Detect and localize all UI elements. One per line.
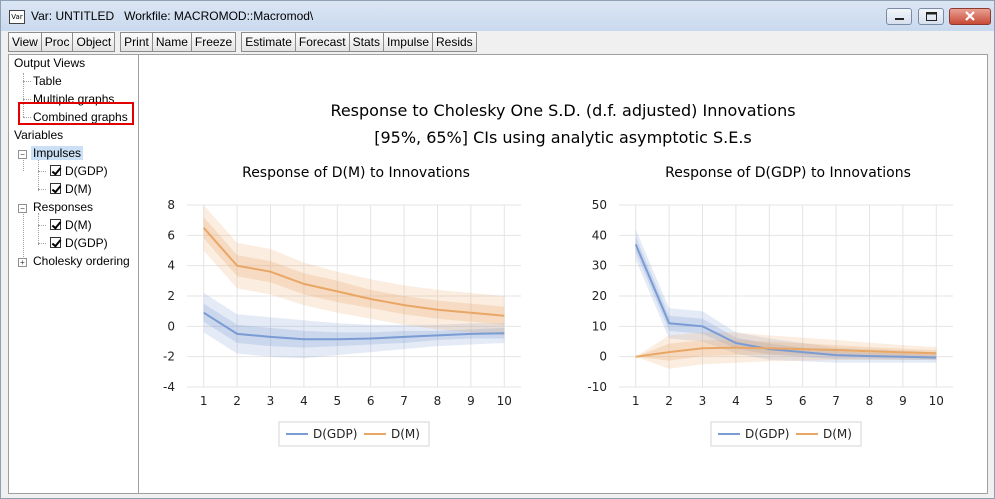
minimize-button[interactable]	[886, 8, 912, 25]
tree-variables[interactable]: Variables	[14, 128, 64, 142]
x-tick-label: 5	[333, 394, 341, 408]
toolbar: View Proc Object Print Name Freeze Estim…	[8, 32, 477, 54]
estimate-button[interactable]: Estimate	[241, 32, 296, 52]
responses-expander[interactable]: −	[18, 204, 27, 213]
ci95-band-dgdp-0	[635, 229, 937, 363]
legend-label: D(GDP)	[313, 427, 357, 441]
tree-output-views[interactable]: Output Views	[14, 56, 86, 70]
impulses-expander[interactable]: −	[18, 150, 27, 159]
legend-label: D(GDP)	[745, 427, 789, 441]
resids-button[interactable]: Resids	[432, 32, 477, 52]
tree-impulse-m[interactable]: D(M)	[65, 182, 92, 196]
y-tick-label: 0	[599, 350, 607, 364]
x-tick-label: 3	[699, 394, 707, 408]
impulse-gdp-checkbox[interactable]	[50, 165, 61, 176]
minimize-icon	[895, 18, 904, 20]
stats-button[interactable]: Stats	[348, 32, 384, 52]
series-line-dm-0	[203, 311, 505, 341]
var-app-icon: Var	[9, 10, 25, 24]
y-tick-label: -2	[163, 350, 175, 364]
x-tick-label: 8	[866, 394, 874, 408]
tree-response-gdp[interactable]: D(GDP)	[65, 236, 108, 250]
proc-button[interactable]: Proc	[40, 32, 74, 52]
graph-title: Response to Cholesky One S.D. (d.f. adju…	[330, 101, 796, 120]
tree-impulse-gdp[interactable]: D(GDP)	[65, 164, 108, 178]
x-tick-label: 2	[665, 394, 673, 408]
tree-cholesky-ordering[interactable]: Cholesky ordering	[33, 254, 130, 268]
response-gdp-checkbox[interactable]	[50, 237, 61, 248]
graph-subtitle: [95%, 65%] CIs using analytic asymptotic…	[374, 128, 752, 147]
y-tick-label: 20	[592, 289, 607, 303]
x-tick-label: 9	[899, 394, 907, 408]
x-tick-label: 10	[497, 394, 512, 408]
y-tick-label: 0	[167, 319, 175, 333]
x-tick-label: 1	[632, 394, 640, 408]
x-tick-label: 4	[300, 394, 308, 408]
x-tick-label: 7	[832, 394, 840, 408]
x-tick-label: 1	[200, 394, 208, 408]
irf-charts: -4 -2 0 2 4 6 8 1 2 3 4 5 6 7 8 9 10 D(GDP) D(M) -10 0 10 20 30…	[163, 198, 953, 447]
series-line-dgdp-0	[634, 244, 937, 359]
response-m-checkbox[interactable]	[50, 219, 61, 230]
legend-box	[710, 421, 862, 447]
name-button[interactable]: Name	[151, 32, 192, 52]
title-bar[interactable]: Var Var: UNTITLED Workfile: MACROMOD::Ma…	[1, 1, 994, 31]
x-tick-label: 6	[367, 394, 375, 408]
y-tick-label: 50	[592, 198, 607, 212]
y-tick-label: 4	[167, 259, 175, 273]
chart-title-dgdp: Response of D(GDP) to Innovations	[665, 165, 911, 181]
y-tick-label: 2	[167, 289, 175, 303]
cholesky-expander[interactable]: +	[18, 258, 27, 267]
x-tick-label: 2	[233, 394, 241, 408]
y-tick-label: 8	[167, 198, 175, 212]
output-tree: Output Views Table Multiple graphs Combi…	[9, 55, 139, 493]
y-tick-label: 40	[592, 228, 607, 242]
close-button[interactable]	[949, 8, 991, 25]
forecast-button[interactable]: Forecast	[294, 32, 350, 52]
x-tick-label: 4	[732, 394, 740, 408]
chart-title-dm: Response of D(M) to Innovations	[242, 165, 470, 181]
x-tick-label: 5	[765, 394, 773, 408]
y-tick-label: 10	[592, 319, 607, 333]
print-button[interactable]: Print	[120, 32, 153, 52]
object-button[interactable]: Object	[72, 32, 116, 52]
ci95-band-dm-1	[203, 205, 505, 336]
tree-table[interactable]: Table	[33, 74, 62, 88]
maximize-icon	[926, 12, 937, 21]
series-line-dm-1	[202, 227, 505, 317]
view-button[interactable]: View	[8, 32, 42, 52]
tree-response-m[interactable]: D(M)	[65, 218, 92, 232]
maximize-button[interactable]	[918, 8, 944, 25]
tree-impulses[interactable]: Impulses	[31, 146, 84, 160]
y-tick-label: -10	[587, 380, 607, 394]
tree-responses[interactable]: Responses	[33, 200, 94, 214]
impulse-button[interactable]: Impulse	[382, 32, 433, 52]
y-tick-label: -4	[163, 380, 175, 394]
legend-label: D(M)	[823, 427, 852, 441]
x-tick-label: 8	[434, 394, 442, 408]
x-tick-label: 7	[400, 394, 408, 408]
window-title: Var: UNTITLED Workfile: MACROMOD::Macrom…	[31, 9, 314, 23]
x-tick-label: 10	[929, 394, 944, 408]
x-tick-label: 6	[799, 394, 807, 408]
combined-graphs-highlight	[18, 102, 134, 125]
legend-label: D(M)	[391, 427, 420, 441]
x-tick-label: 9	[467, 394, 475, 408]
y-tick-label: 30	[592, 259, 607, 273]
tree-combined-graphs[interactable]: Combined graphs	[33, 110, 128, 124]
series-line-dgdp-1	[635, 346, 937, 358]
graph-area: Response to Cholesky One S.D. (d.f. adju…	[139, 55, 987, 493]
x-tick-label: 3	[267, 394, 275, 408]
y-tick-label: 6	[167, 228, 175, 242]
ci95-band-dm-0	[203, 293, 505, 359]
close-icon	[965, 11, 975, 21]
freeze-button[interactable]: Freeze	[190, 32, 237, 52]
impulse-m-checkbox[interactable]	[50, 183, 61, 194]
content-area: Output Views Table Multiple graphs Combi…	[8, 54, 988, 494]
